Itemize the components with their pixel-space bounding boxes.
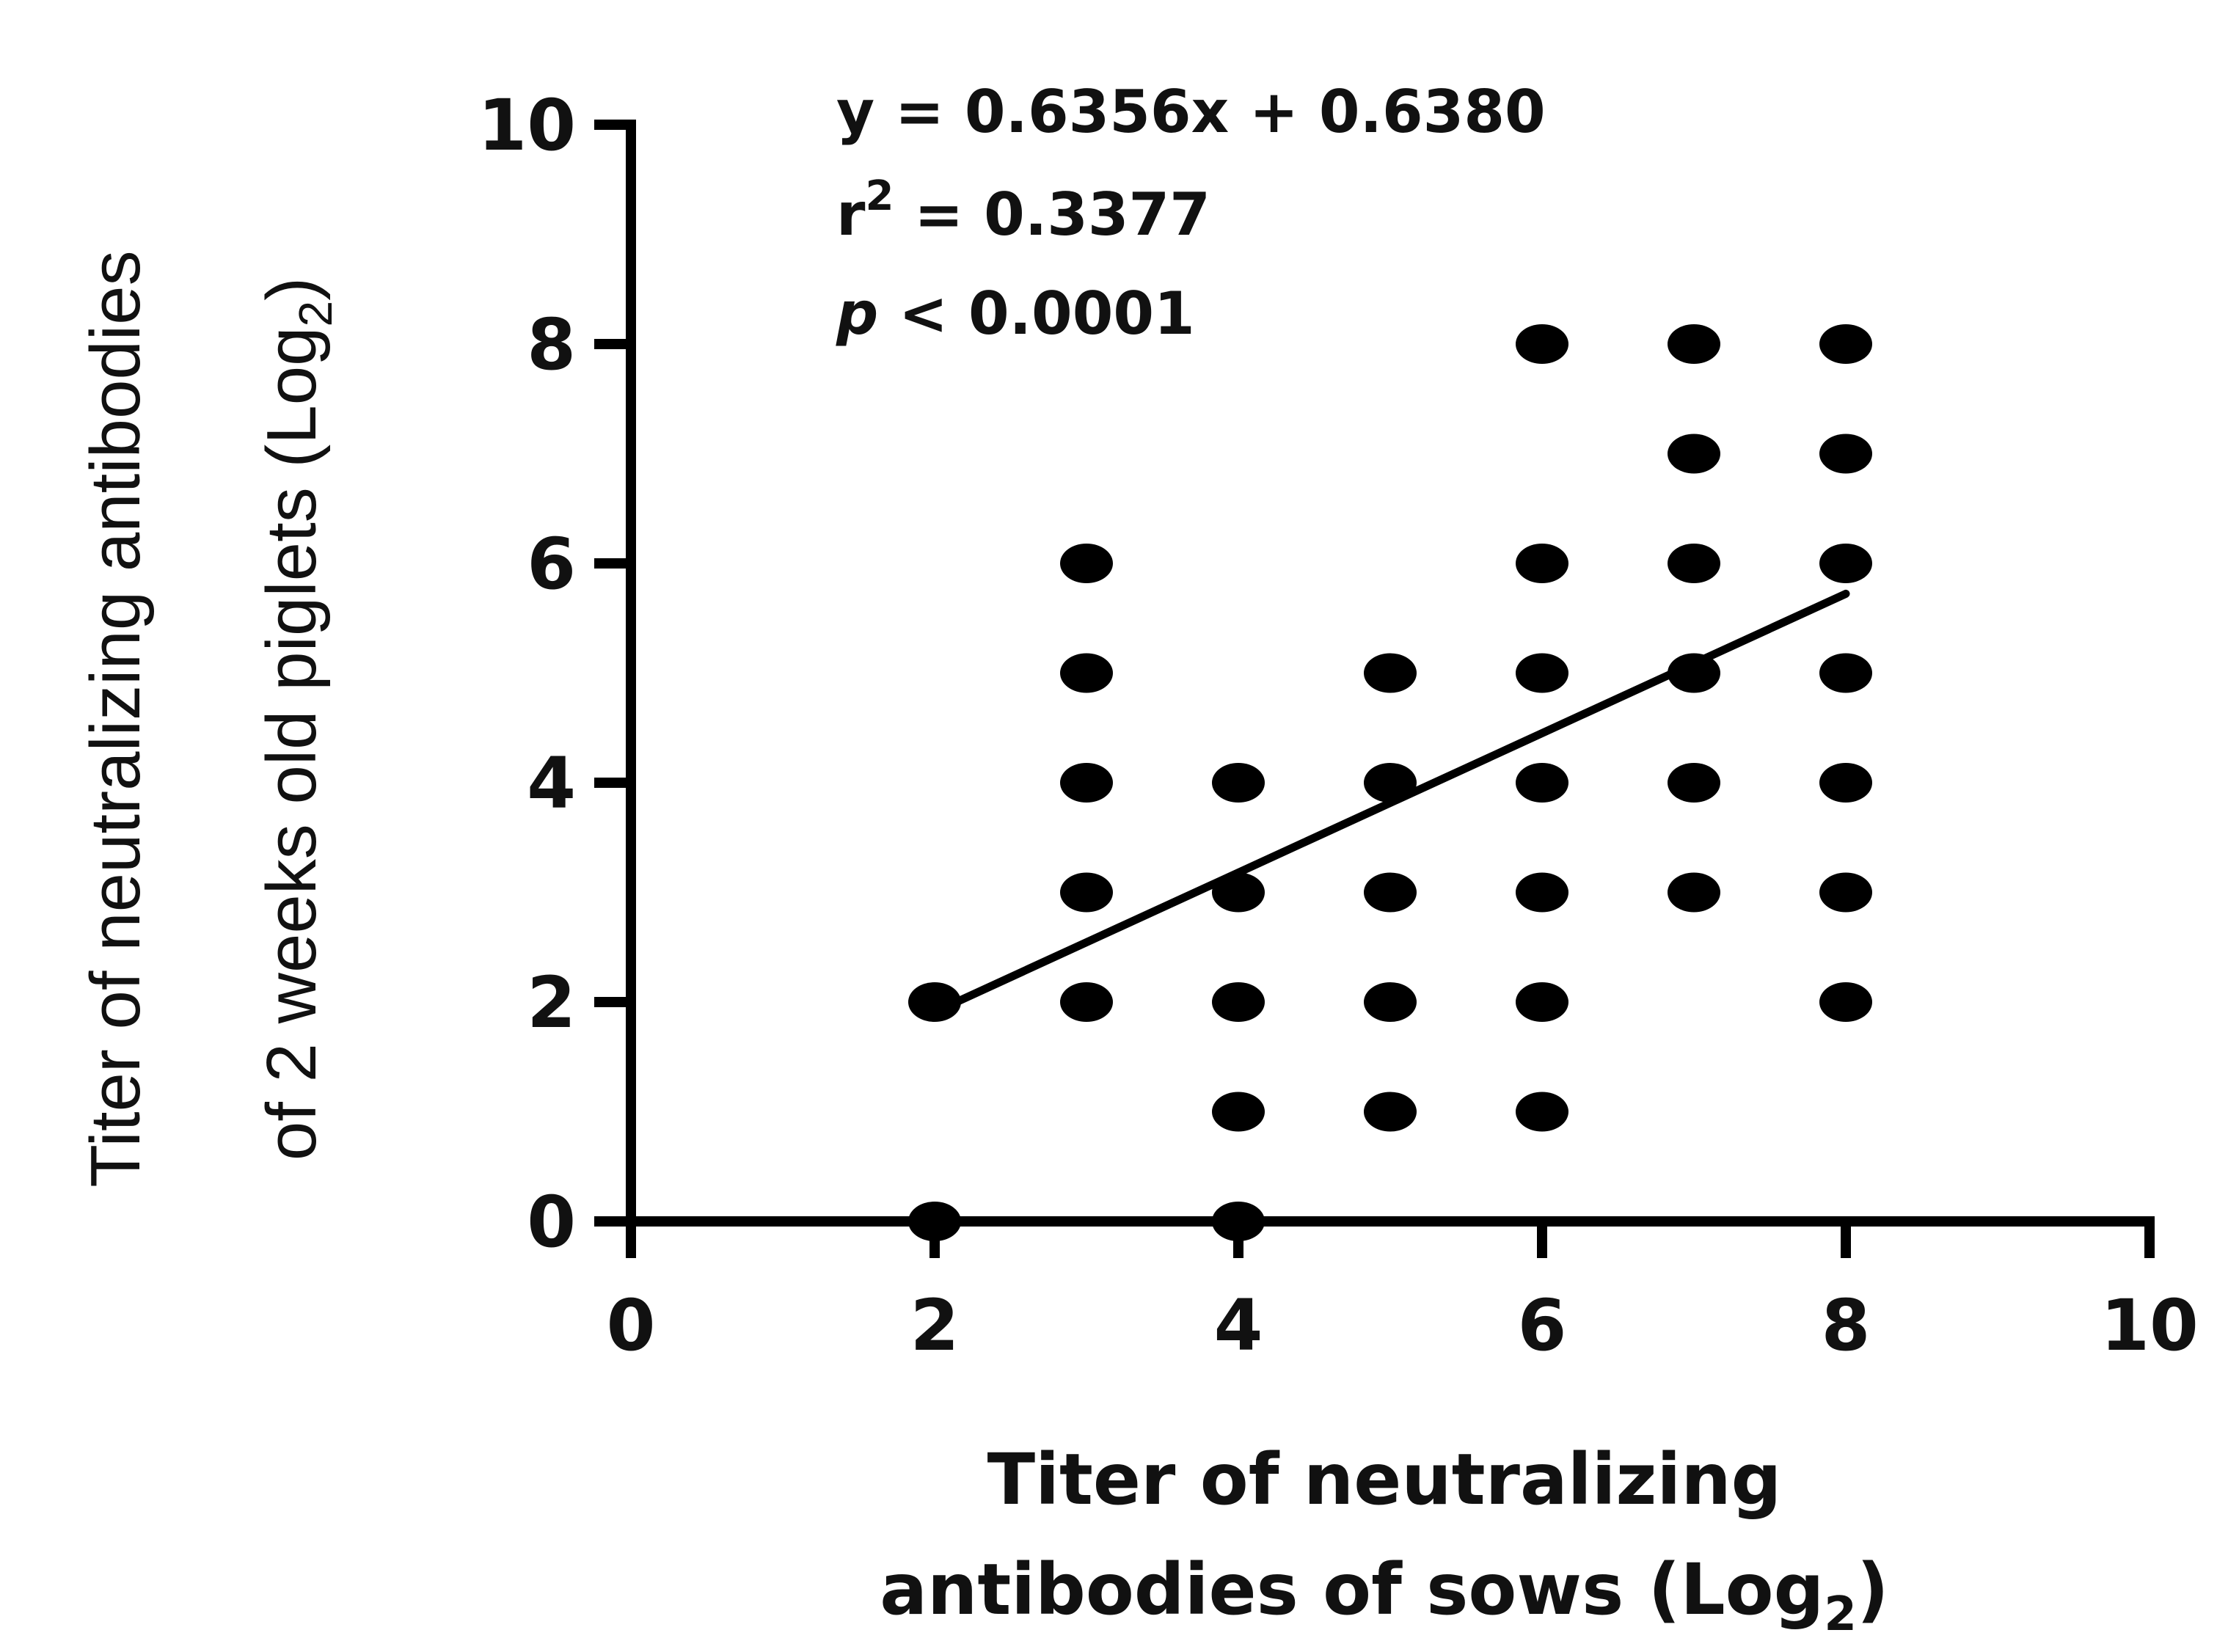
data-point — [1516, 872, 1568, 913]
x-axis-title-line2: antibodies of sows (Log2) — [880, 1549, 1889, 1642]
data-point — [1668, 763, 1720, 803]
data-point — [1060, 653, 1113, 693]
x-ticks: 0 2 4 6 8 10 — [607, 1221, 2199, 1367]
data-point — [1364, 763, 1417, 803]
data-point — [1819, 544, 1872, 583]
y-tick-label: 4 — [527, 742, 576, 825]
y-tick-label: 10 — [478, 84, 576, 167]
data-point — [1060, 763, 1113, 803]
data-point — [1819, 653, 1872, 693]
y-tick-label: 6 — [527, 523, 576, 605]
y-tick-label: 8 — [527, 304, 576, 386]
x-tick-label: 4 — [1214, 1284, 1263, 1367]
p-value: p < 0.0001 — [836, 279, 1195, 348]
data-point — [1060, 544, 1113, 583]
x-tick-label: 2 — [910, 1284, 960, 1367]
data-point — [908, 1202, 961, 1241]
data-points — [908, 324, 1872, 1241]
data-point — [1212, 1202, 1265, 1241]
data-point — [1819, 324, 1872, 364]
data-point — [1364, 653, 1417, 693]
data-point — [1516, 1092, 1568, 1132]
data-point — [1364, 982, 1417, 1022]
y-tick-label: 2 — [527, 962, 576, 1044]
data-point — [1668, 544, 1720, 583]
data-point — [1516, 324, 1568, 364]
data-point — [1668, 653, 1720, 693]
regression-equation: y = 0.6356x + 0.6380 — [836, 78, 1546, 146]
data-point — [1819, 763, 1872, 803]
x-axis-title-line1: Titer of neutralizing — [987, 1439, 1782, 1521]
data-point — [1819, 434, 1872, 474]
data-point — [1364, 872, 1417, 913]
y-tick-label: 0 — [527, 1181, 576, 1263]
y-axis-title-line1: Titer of neutralizing antibodies — [76, 250, 155, 1187]
data-point — [1516, 982, 1568, 1022]
data-point — [1212, 1092, 1265, 1132]
data-point — [1668, 324, 1720, 364]
data-point — [908, 982, 961, 1022]
data-point — [1212, 763, 1265, 803]
data-point — [1516, 544, 1568, 583]
x-tick-label: 10 — [2100, 1284, 2199, 1367]
data-point — [1212, 872, 1265, 913]
data-point — [1819, 872, 1872, 913]
r-squared: r2 = 0.3377 — [836, 172, 1210, 249]
data-point — [1060, 872, 1113, 913]
data-point — [1516, 763, 1568, 803]
data-point — [1060, 982, 1113, 1022]
y-axis-title: Titer of neutralizing antibodies of 2 we… — [76, 250, 342, 1187]
y-axis-title-line2: of 2 weeks old piglets (Log2) — [252, 277, 342, 1161]
data-point — [1364, 1092, 1417, 1132]
data-point — [1668, 434, 1720, 474]
y-ticks: 0 2 4 6 8 10 — [478, 84, 631, 1263]
x-tick-label: 0 — [607, 1284, 656, 1367]
data-point — [1668, 872, 1720, 913]
x-tick-label: 6 — [1518, 1284, 1567, 1367]
data-point — [1819, 982, 1872, 1022]
data-point — [1212, 982, 1265, 1022]
data-point — [1516, 653, 1568, 693]
x-tick-label: 8 — [1822, 1284, 1871, 1367]
